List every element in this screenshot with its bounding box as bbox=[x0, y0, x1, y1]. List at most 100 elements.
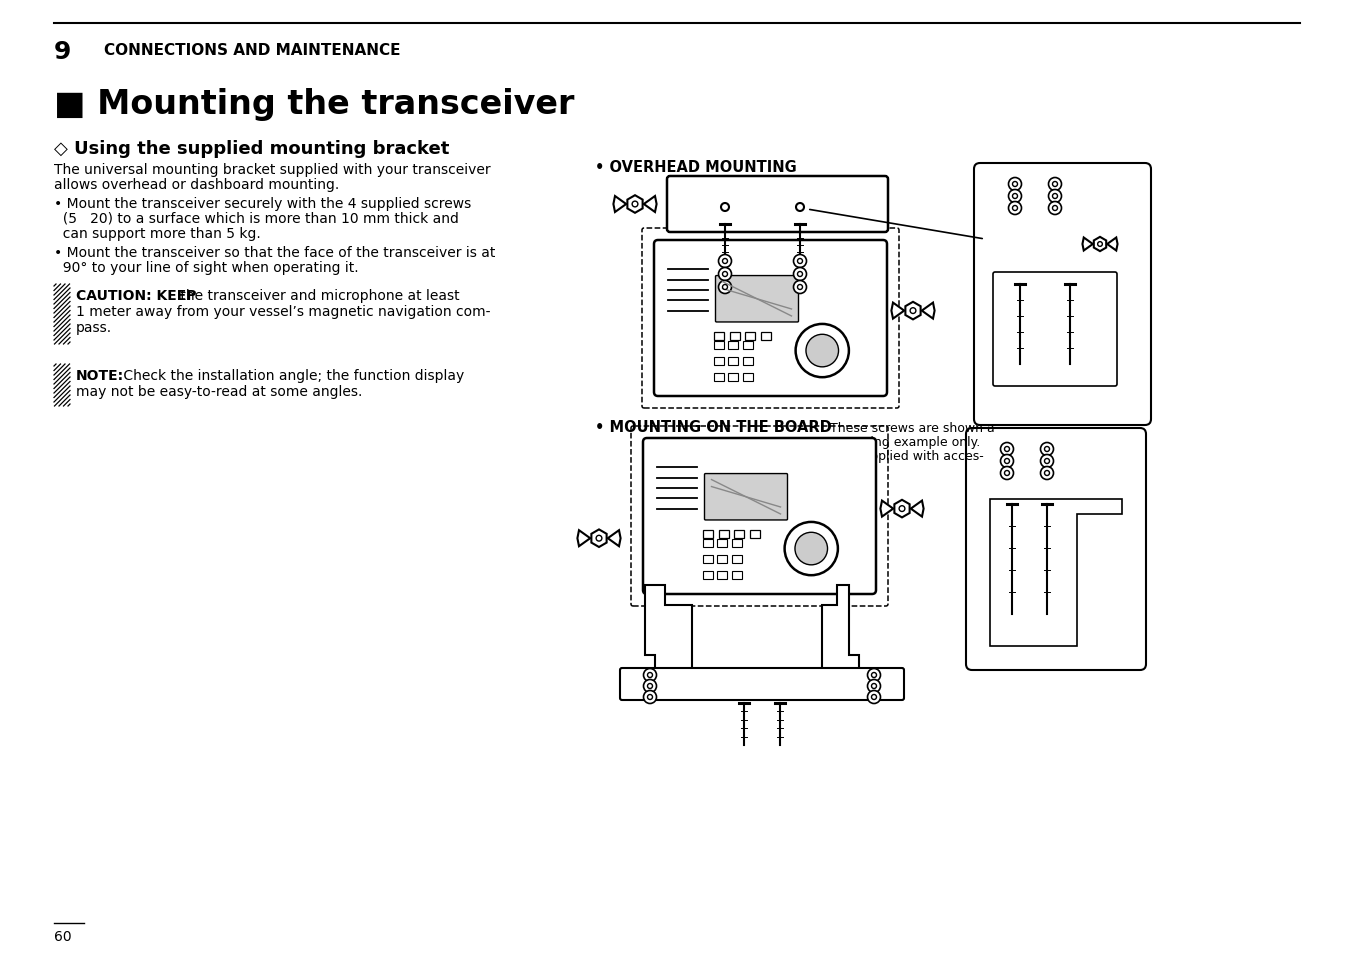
Text: can support more than 5 kg.: can support more than 5 kg. bbox=[54, 227, 261, 241]
Circle shape bbox=[722, 273, 727, 277]
Text: • OVERHEAD MOUNTING: • OVERHEAD MOUNTING bbox=[595, 160, 796, 174]
Circle shape bbox=[1041, 443, 1053, 456]
Text: may not be easy-to-read at some angles.: may not be easy-to-read at some angles. bbox=[76, 385, 362, 398]
Text: the transceiver and microphone at least: the transceiver and microphone at least bbox=[176, 289, 460, 303]
Circle shape bbox=[648, 684, 653, 689]
Text: 9: 9 bbox=[54, 40, 72, 64]
Text: CONNECTIONS AND MAINTENANCE: CONNECTIONS AND MAINTENANCE bbox=[104, 43, 400, 58]
Bar bbox=[761, 333, 771, 340]
Bar bbox=[731, 556, 742, 563]
Bar bbox=[744, 341, 753, 349]
Circle shape bbox=[794, 281, 807, 294]
Bar bbox=[703, 556, 713, 563]
Bar bbox=[714, 374, 723, 382]
Circle shape bbox=[718, 255, 731, 268]
Circle shape bbox=[633, 202, 638, 208]
Polygon shape bbox=[645, 585, 692, 670]
Circle shape bbox=[1045, 459, 1049, 464]
Circle shape bbox=[1005, 447, 1010, 452]
Circle shape bbox=[1052, 194, 1057, 199]
Circle shape bbox=[899, 506, 904, 512]
Bar bbox=[718, 530, 729, 538]
Circle shape bbox=[1098, 242, 1102, 247]
Bar bbox=[703, 530, 713, 538]
Bar bbox=[744, 357, 753, 366]
Polygon shape bbox=[644, 196, 657, 213]
FancyBboxPatch shape bbox=[973, 164, 1151, 426]
FancyBboxPatch shape bbox=[644, 438, 876, 595]
FancyBboxPatch shape bbox=[992, 273, 1117, 387]
Text: Not supplied with acces-: Not supplied with acces- bbox=[830, 450, 984, 462]
Circle shape bbox=[1005, 459, 1010, 464]
Circle shape bbox=[1045, 447, 1049, 452]
Circle shape bbox=[596, 536, 602, 541]
FancyBboxPatch shape bbox=[704, 474, 787, 520]
Text: 90° to your line of sight when operating it.: 90° to your line of sight when operating… bbox=[54, 261, 358, 274]
Circle shape bbox=[1009, 202, 1022, 215]
Text: • Mount the transceiver so that the face of the transceiver is at: • Mount the transceiver so that the face… bbox=[54, 246, 495, 260]
Circle shape bbox=[796, 204, 804, 212]
Bar bbox=[714, 357, 723, 366]
Circle shape bbox=[1009, 178, 1022, 192]
Bar bbox=[730, 333, 740, 340]
Polygon shape bbox=[880, 501, 894, 517]
FancyBboxPatch shape bbox=[667, 177, 888, 233]
Circle shape bbox=[872, 695, 876, 700]
Circle shape bbox=[794, 268, 807, 281]
Circle shape bbox=[1052, 182, 1057, 188]
Bar bbox=[744, 374, 753, 382]
Circle shape bbox=[1000, 455, 1014, 468]
Circle shape bbox=[1041, 467, 1053, 480]
Text: NOTE:: NOTE: bbox=[76, 369, 124, 382]
Circle shape bbox=[648, 695, 653, 700]
Polygon shape bbox=[591, 530, 607, 547]
Polygon shape bbox=[891, 303, 904, 319]
Polygon shape bbox=[627, 196, 642, 213]
Circle shape bbox=[798, 273, 803, 277]
Polygon shape bbox=[608, 531, 621, 547]
Bar bbox=[703, 539, 713, 547]
Circle shape bbox=[648, 673, 653, 678]
Circle shape bbox=[795, 325, 849, 377]
Bar bbox=[54, 365, 70, 407]
Text: (5   20) to a surface which is more than 10 mm thick and: (5 20) to a surface which is more than 1… bbox=[54, 212, 458, 226]
Circle shape bbox=[1013, 206, 1018, 212]
Bar bbox=[745, 333, 756, 340]
Text: ◇ Using the supplied mounting bracket: ◇ Using the supplied mounting bracket bbox=[54, 140, 449, 158]
Circle shape bbox=[644, 679, 657, 693]
Bar bbox=[731, 539, 742, 547]
Text: These screws are shown a: These screws are shown a bbox=[830, 421, 995, 435]
Bar bbox=[750, 530, 760, 538]
Circle shape bbox=[718, 281, 731, 294]
Circle shape bbox=[1049, 191, 1061, 203]
Text: • MOUNTING ON THE BOARD: • MOUNTING ON THE BOARD bbox=[595, 419, 831, 435]
Polygon shape bbox=[1083, 238, 1092, 252]
Text: CAUTION: KEEP: CAUTION: KEEP bbox=[76, 289, 196, 303]
Polygon shape bbox=[922, 303, 934, 319]
Circle shape bbox=[872, 673, 876, 678]
Circle shape bbox=[806, 335, 838, 368]
Circle shape bbox=[1000, 443, 1014, 456]
Polygon shape bbox=[990, 499, 1122, 646]
Bar bbox=[703, 572, 713, 579]
FancyBboxPatch shape bbox=[621, 668, 904, 700]
Polygon shape bbox=[895, 500, 910, 517]
Circle shape bbox=[1013, 194, 1018, 199]
Circle shape bbox=[1052, 206, 1057, 212]
Polygon shape bbox=[911, 501, 923, 517]
FancyBboxPatch shape bbox=[654, 241, 887, 396]
Bar bbox=[734, 530, 744, 538]
Circle shape bbox=[1045, 471, 1049, 476]
FancyBboxPatch shape bbox=[965, 429, 1146, 670]
Circle shape bbox=[798, 259, 803, 264]
Bar bbox=[54, 285, 70, 345]
Circle shape bbox=[1049, 178, 1061, 192]
Bar bbox=[729, 374, 738, 382]
Bar bbox=[718, 539, 727, 547]
Bar bbox=[729, 341, 738, 349]
Circle shape bbox=[798, 285, 803, 291]
Circle shape bbox=[1000, 467, 1014, 480]
Text: 60: 60 bbox=[54, 929, 72, 943]
Circle shape bbox=[868, 669, 880, 681]
Bar bbox=[718, 556, 727, 563]
